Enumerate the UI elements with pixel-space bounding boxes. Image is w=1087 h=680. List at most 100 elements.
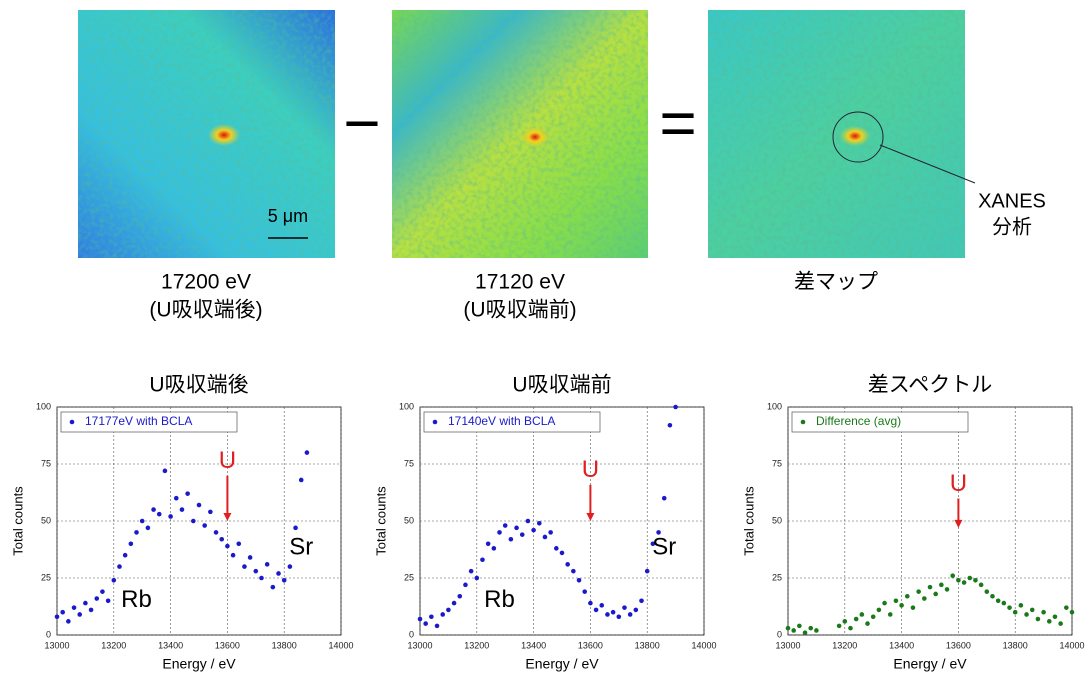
point bbox=[939, 582, 944, 588]
image-label: 17120 eV bbox=[475, 271, 565, 294]
point bbox=[196, 502, 202, 508]
annotation: U bbox=[950, 470, 967, 497]
y-axis-label: Total counts bbox=[10, 486, 25, 556]
x-tick-label: 14000 bbox=[1059, 640, 1084, 650]
point bbox=[916, 589, 921, 594]
arrow-head bbox=[586, 513, 595, 521]
point bbox=[673, 404, 678, 410]
legend-marker bbox=[432, 419, 438, 425]
point bbox=[599, 603, 605, 608]
x-axis-label: Energy / eV bbox=[893, 656, 967, 672]
legend-box bbox=[791, 411, 969, 433]
x-tick-label: 13600 bbox=[215, 640, 240, 650]
y-tick-label: 25 bbox=[772, 572, 782, 582]
point bbox=[83, 600, 88, 606]
point bbox=[60, 609, 65, 615]
point bbox=[151, 507, 156, 512]
point bbox=[842, 619, 848, 624]
point bbox=[497, 530, 502, 535]
x-tick-label: 13800 bbox=[635, 640, 660, 650]
point bbox=[978, 582, 984, 588]
y-tick-label: 50 bbox=[404, 515, 414, 525]
point bbox=[656, 530, 661, 535]
series bbox=[54, 450, 310, 624]
point bbox=[859, 612, 865, 617]
point bbox=[785, 625, 791, 631]
point bbox=[134, 530, 139, 535]
point bbox=[1069, 609, 1075, 615]
point bbox=[904, 593, 910, 599]
point bbox=[162, 468, 168, 474]
point bbox=[610, 609, 616, 615]
point bbox=[54, 614, 60, 620]
point bbox=[667, 422, 673, 428]
operator: − bbox=[343, 87, 380, 159]
point bbox=[281, 577, 287, 583]
y-tick-label: 25 bbox=[41, 572, 51, 582]
point bbox=[230, 552, 236, 558]
point bbox=[571, 568, 576, 574]
operator: = bbox=[659, 87, 696, 159]
point bbox=[848, 625, 853, 631]
point bbox=[882, 600, 887, 606]
point bbox=[236, 541, 242, 547]
point bbox=[605, 612, 610, 617]
legend-box bbox=[60, 411, 238, 433]
y-tick-label: 25 bbox=[404, 572, 414, 582]
point bbox=[253, 568, 259, 574]
y-axis-label: Total counts bbox=[741, 486, 756, 556]
point bbox=[270, 584, 276, 590]
point bbox=[417, 616, 423, 622]
point bbox=[956, 577, 961, 583]
point bbox=[71, 605, 77, 610]
x-tick-label: 14000 bbox=[691, 640, 716, 650]
point bbox=[293, 525, 298, 531]
x-tick-label: 13200 bbox=[464, 640, 489, 650]
y-tick-label: 75 bbox=[772, 458, 782, 468]
point bbox=[1007, 605, 1012, 610]
point bbox=[242, 564, 247, 569]
point bbox=[588, 600, 593, 606]
map-noise bbox=[708, 10, 965, 258]
point bbox=[927, 584, 933, 590]
point bbox=[582, 589, 588, 594]
x-tick-label: 14000 bbox=[328, 640, 353, 650]
point bbox=[139, 518, 145, 524]
x-axis-label: Energy / eV bbox=[162, 656, 236, 672]
annotation: Sr bbox=[289, 534, 313, 561]
point bbox=[423, 621, 428, 626]
point bbox=[593, 607, 599, 613]
image-sublabel: (U吸収端前) bbox=[463, 299, 576, 322]
point bbox=[525, 518, 531, 524]
x-tick-label: 13000 bbox=[775, 640, 800, 650]
legend-marker bbox=[69, 419, 75, 425]
point bbox=[446, 607, 451, 613]
arrow-head bbox=[954, 519, 963, 528]
point bbox=[66, 619, 71, 624]
point bbox=[88, 607, 94, 613]
point bbox=[213, 530, 219, 535]
point bbox=[185, 491, 190, 496]
point bbox=[791, 628, 796, 633]
point bbox=[995, 598, 1001, 604]
hot-spot bbox=[208, 124, 240, 146]
point bbox=[853, 616, 859, 622]
point bbox=[508, 536, 514, 542]
point bbox=[474, 575, 480, 581]
point bbox=[565, 562, 570, 567]
point bbox=[893, 598, 899, 604]
legend-label: Difference (avg) bbox=[816, 414, 901, 428]
legend-label: 17177eV with BCLA bbox=[85, 414, 192, 428]
x-tick-label: 13800 bbox=[272, 640, 297, 650]
point bbox=[100, 589, 105, 594]
point bbox=[967, 575, 973, 581]
point bbox=[633, 607, 639, 613]
point bbox=[559, 550, 565, 556]
point bbox=[887, 612, 893, 617]
legend-box bbox=[423, 411, 601, 433]
point bbox=[117, 564, 122, 569]
point bbox=[542, 534, 548, 540]
point bbox=[639, 598, 644, 604]
point bbox=[111, 577, 117, 583]
